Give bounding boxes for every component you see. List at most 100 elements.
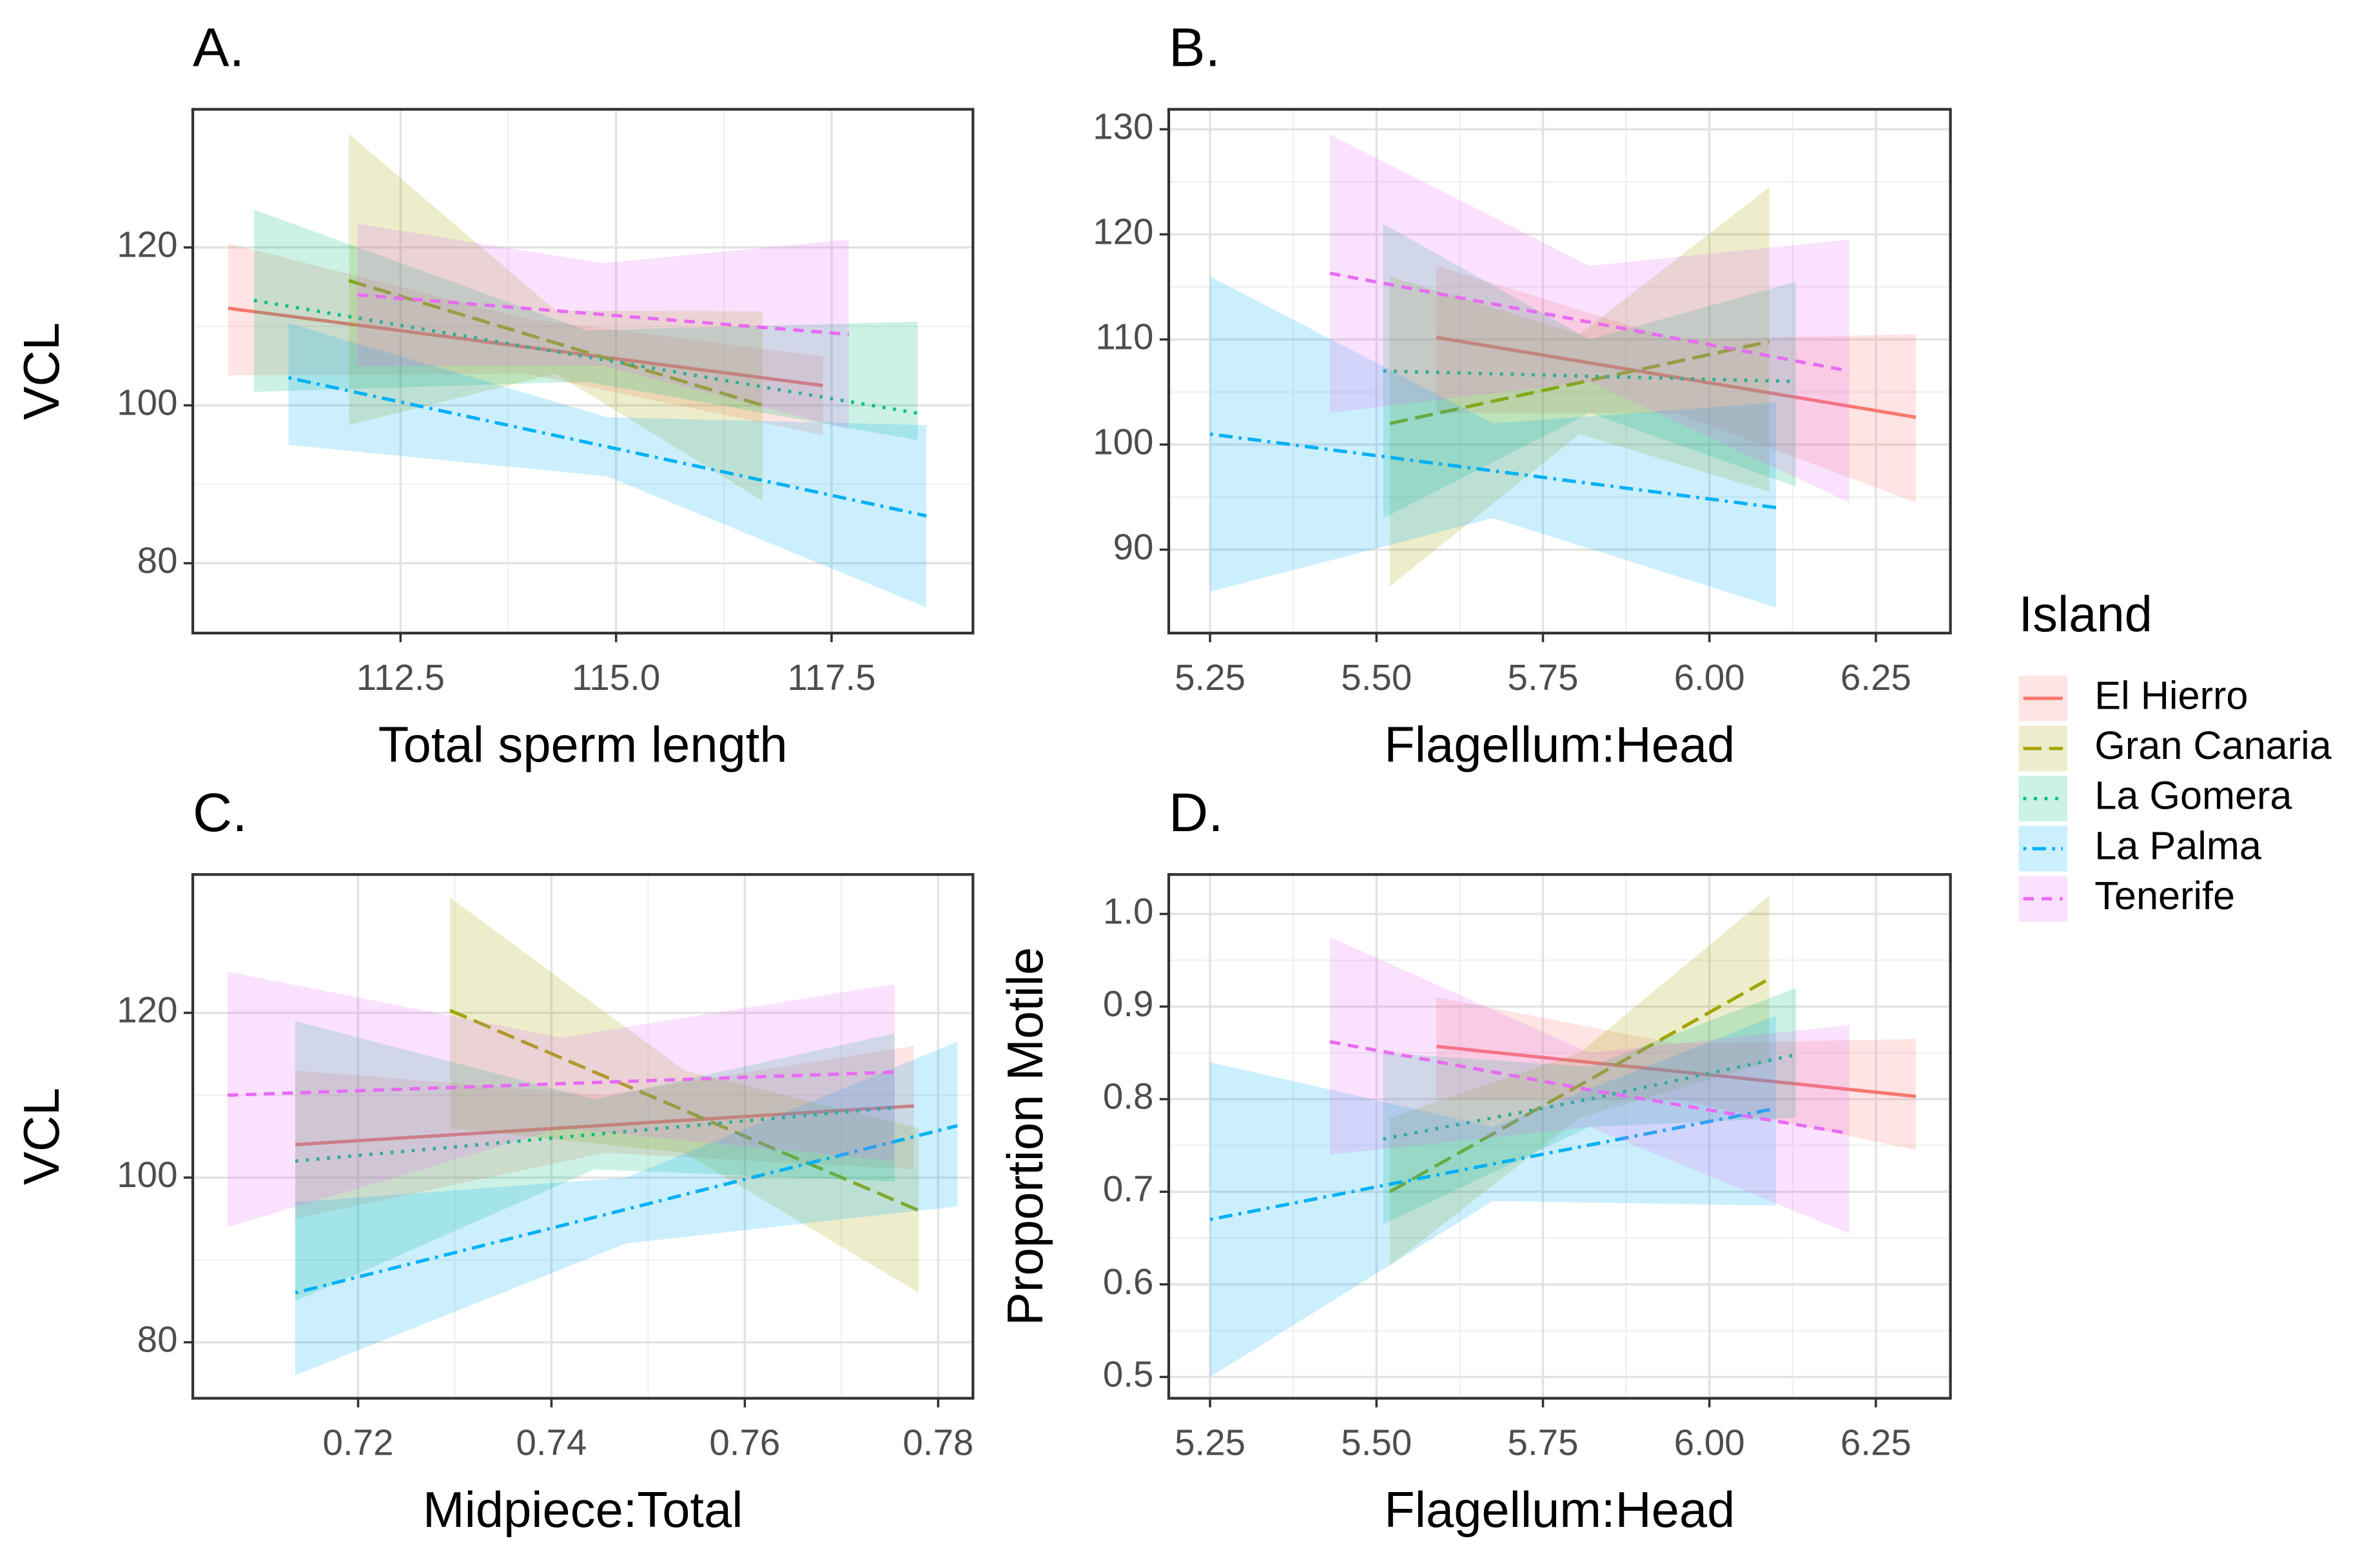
y-tick-label: 100 <box>1093 421 1153 462</box>
x-tick-label: 5.50 <box>1341 657 1412 698</box>
fit-line <box>295 1124 958 1295</box>
x-tick-label: 6.25 <box>1840 1422 1911 1462</box>
y-axis-title: VCL <box>14 322 70 420</box>
confidence-band <box>1210 276 1777 608</box>
x-tick-label: 5.75 <box>1508 657 1579 698</box>
y-tick-label: 90 <box>1113 526 1154 567</box>
fit-line <box>449 1008 920 1212</box>
y-axis-title: VCL <box>14 322 70 420</box>
fit-line <box>288 376 927 518</box>
panel-title: C. <box>193 782 248 843</box>
confidence-band <box>228 243 823 436</box>
y-tick-label: 110 <box>1095 316 1153 357</box>
plot-area <box>228 133 927 608</box>
x-tick-label: 0.74 <box>516 1422 587 1462</box>
fit-line <box>228 306 823 388</box>
panel-title: A. <box>193 16 244 77</box>
fit-line <box>227 1070 895 1097</box>
y-tick-label: 120 <box>117 224 177 265</box>
confidence-band <box>254 210 918 440</box>
confidence-band <box>349 133 763 501</box>
plot-area <box>1209 134 1917 608</box>
confidence-band <box>1436 266 1916 503</box>
confidence-band <box>1329 937 1849 1234</box>
y-tick-label: 80 <box>137 1319 178 1360</box>
panel-border <box>1167 873 1952 1400</box>
y-tick-label: 0.6 <box>1103 1261 1154 1302</box>
y-axis-title: Proportion Motile <box>998 947 1053 1326</box>
x-axis-title: Total sperm length <box>378 717 788 772</box>
x-tick-label: 5.50 <box>1341 1422 1412 1462</box>
confidence-band <box>357 224 849 429</box>
confidence-band <box>295 1021 895 1301</box>
y-tick-label: 0.9 <box>1103 983 1154 1024</box>
y-tick-label: 130 <box>1093 106 1153 146</box>
confidence-band <box>449 897 919 1293</box>
fit-line <box>1383 1053 1797 1141</box>
fit-line <box>295 1106 895 1163</box>
legend-label: El Hierro <box>2094 673 2248 717</box>
y-tick-label: 0.7 <box>1103 1168 1154 1209</box>
x-axis-title: Flagellum:Head <box>1384 1482 1735 1538</box>
panel-border <box>1167 108 1952 634</box>
confidence-band <box>295 1041 958 1375</box>
panel-background <box>1169 109 1951 633</box>
x-tick-label: 6.00 <box>1674 657 1745 698</box>
legend-label: La Palma <box>2094 823 2262 867</box>
x-tick-label: 5.25 <box>1175 657 1245 698</box>
fit-line <box>1389 340 1770 426</box>
confidence-band <box>1329 134 1849 503</box>
fit-line <box>295 1104 914 1146</box>
x-axis-title: Flagellum:Head <box>1384 717 1735 772</box>
plot-area <box>1209 895 1917 1377</box>
y-tick-label: 1.0 <box>1103 890 1154 931</box>
fit-line <box>357 293 849 337</box>
fit-line <box>1436 335 1917 419</box>
legend-label: Gran Canaria <box>2094 723 2332 767</box>
confidence-band <box>1210 1016 1777 1377</box>
x-tick-label: 0.76 <box>709 1422 780 1462</box>
confidence-band <box>1389 187 1770 587</box>
fit-line <box>1209 432 1777 509</box>
x-tick-label: 6.25 <box>1840 657 1911 698</box>
panel-title: B. <box>1169 16 1220 77</box>
x-tick-label: 117.5 <box>787 657 875 698</box>
y-tick-label: 80 <box>137 540 178 580</box>
legend-title: Island <box>2019 587 2152 642</box>
fit-line <box>1209 1106 1777 1221</box>
x-tick-label: 5.75 <box>1508 1422 1579 1462</box>
y-tick-label: 100 <box>117 1154 177 1195</box>
panel-border <box>191 873 975 1400</box>
fit-line <box>1436 1045 1917 1098</box>
legend-key-band <box>2018 776 2067 821</box>
fit-line <box>1389 977 1770 1194</box>
plot-area <box>227 897 958 1375</box>
panel-background <box>1169 874 1951 1399</box>
x-tick-label: 115.0 <box>572 657 660 698</box>
confidence-band <box>1389 895 1770 1266</box>
x-tick-label: 5.25 <box>1175 1422 1245 1462</box>
confidence-band <box>228 971 895 1227</box>
legend-label: La Gomera <box>2094 774 2292 818</box>
y-tick-label: 120 <box>117 990 177 1030</box>
fit-line <box>348 279 763 408</box>
y-tick-label: 0.8 <box>1103 1076 1154 1117</box>
confidence-band <box>288 323 927 608</box>
x-tick-label: 112.5 <box>356 657 445 698</box>
x-tick-label: 0.78 <box>902 1422 973 1462</box>
panel-title: D. <box>1169 782 1224 843</box>
panel-background <box>193 109 973 633</box>
y-tick-label: 120 <box>1093 211 1153 251</box>
x-axis-title: Midpiece:Total <box>423 1482 743 1538</box>
fit-line <box>1329 1040 1850 1135</box>
confidence-band <box>1383 224 1796 518</box>
y-tick-label: 0.5 <box>1103 1353 1154 1394</box>
y-axis-title: VCL <box>14 1088 70 1185</box>
x-tick-label: 0.72 <box>323 1422 394 1462</box>
confidence-band <box>1436 997 1916 1150</box>
legend-label: Tenerife <box>2094 874 2235 918</box>
panel-border <box>191 108 975 634</box>
x-tick-label: 6.00 <box>1674 1422 1745 1462</box>
y-tick-label: 100 <box>117 382 177 423</box>
